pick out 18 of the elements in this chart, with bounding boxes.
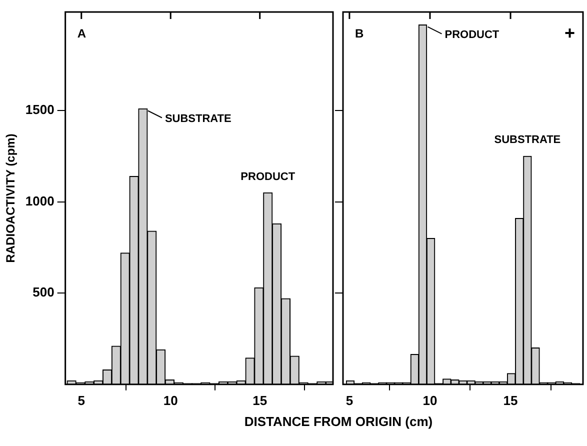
annotation: B bbox=[355, 26, 364, 40]
x-tick-label: 10 bbox=[422, 392, 438, 408]
annotation: A bbox=[77, 26, 86, 40]
annotation: SUBSTRATE bbox=[494, 134, 561, 146]
annotation: SUBSTRATE bbox=[164, 112, 232, 125]
y-tick-label: 500 bbox=[32, 284, 54, 300]
x-tick-label: 15 bbox=[252, 392, 268, 408]
x-axis-title: DISTANCE FROM ORIGIN (cm) bbox=[243, 414, 434, 429]
x-tick-label: 5 bbox=[78, 392, 85, 408]
x-tick-label: 15 bbox=[503, 392, 518, 408]
y-tick-label: 1000 bbox=[25, 193, 54, 208]
annotation: + bbox=[564, 22, 575, 43]
annotation: PRODUCT bbox=[240, 170, 296, 183]
annotation: PRODUCT bbox=[444, 28, 500, 41]
y-tick-label: 1500 bbox=[25, 102, 54, 118]
x-tick-label: 5 bbox=[346, 392, 354, 408]
x-tick-label: 10 bbox=[163, 392, 178, 408]
y-axis-title: RADIOACTIVITY (cpm) bbox=[4, 134, 18, 263]
